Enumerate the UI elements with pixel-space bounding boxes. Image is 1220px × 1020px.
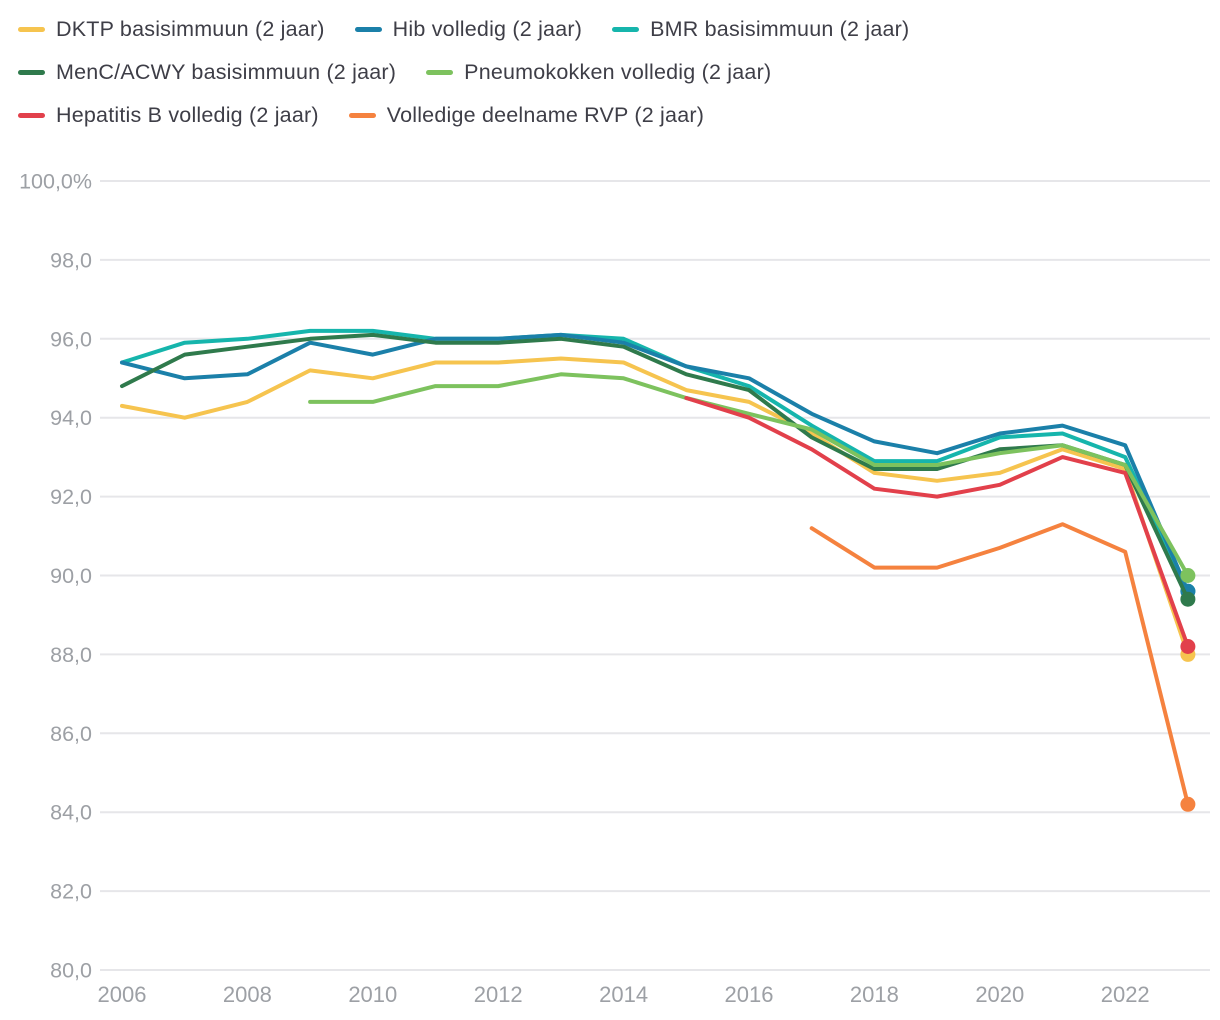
legend-swatch-icon <box>354 26 382 32</box>
x-axis-tick-label: 2012 <box>474 982 523 1007</box>
x-axis-tick-label: 2010 <box>348 982 397 1007</box>
x-axis-tick-label: 2006 <box>98 982 147 1007</box>
series-line-dktp-basisimmuun-2-jaar[interactable] <box>120 356 1190 657</box>
legend-swatch-icon <box>18 26 45 32</box>
legend-swatch-icon <box>18 69 45 75</box>
legend-swatch-icon <box>612 26 640 32</box>
legend-label: Hib volledig (2 jaar) <box>392 17 583 41</box>
legend-swatch-icon <box>18 112 45 118</box>
legend-item-volledige-deelname-rvp-2-jaar[interactable]: Volledige deelname RVP (2 jaar) <box>348 100 705 130</box>
legend-item-pneumokokken-volledig-2-jaar[interactable]: Pneumokokken volledig (2 jaar) <box>426 57 771 87</box>
y-axis-tick-label: 98,0 <box>50 248 92 272</box>
legend-label: MenC/ACWY basisimmuun (2 jaar) <box>56 60 397 84</box>
legend-row: DKTP basisimmuun (2 jaar) Hib volledig (2… <box>18 14 909 44</box>
series-line-hib-volledig-2-jaar[interactable] <box>120 332 1190 594</box>
series-line-volledige-deelname-rvp-2-jaar[interactable] <box>809 522 1190 807</box>
legend-label: BMR basisimmuun (2 jaar) <box>650 17 910 41</box>
x-axis-tick-label: 2022 <box>1101 982 1150 1007</box>
x-axis-tick-label: 2016 <box>725 982 774 1007</box>
y-axis-tick-label: 94,0 <box>50 406 92 430</box>
legend-item-menc-acwy-basisimmuun-2-jaar[interactable]: MenC/ACWY basisimmuun (2 jaar) <box>18 57 396 87</box>
legend-item-hepatitis-b-volledig-2-jaar[interactable]: Hepatitis B volledig (2 jaar) <box>18 100 319 130</box>
y-axis-tick-label: 88,0 <box>50 643 92 667</box>
legend-label: Pneumokokken volledig (2 jaar) <box>464 60 772 84</box>
series-end-dot-menc-acwy-basisimmuun-2-jaar[interactable] <box>1180 591 1196 607</box>
series-end-dot-pneumokokken-volledig-2-jaar[interactable] <box>1180 568 1196 583</box>
y-axis-tick-label: 84,0 <box>50 801 92 825</box>
legend-item-bmr-basisimmuun-2-jaar[interactable]: BMR basisimmuun (2 jaar) <box>612 14 909 44</box>
legend-swatch-icon <box>426 69 454 75</box>
legend-row: MenC/ACWY basisimmuun (2 jaar) Pneumokokk… <box>18 57 909 87</box>
x-axis-tick-label: 2018 <box>850 982 899 1007</box>
chart-legend: DKTP basisimmuun (2 jaar) Hib volledig (2… <box>18 14 909 130</box>
legend-swatch-icon <box>348 112 376 118</box>
legend-label: DKTP basisimmuun (2 jaar) <box>56 17 325 41</box>
legend-item-dktp-basisimmuun-2-jaar[interactable]: DKTP basisimmuun (2 jaar) <box>18 14 325 44</box>
y-axis-tick-label: 82,0 <box>50 880 92 904</box>
legend-item-hib-volledig-2-jaar[interactable]: Hib volledig (2 jaar) <box>354 14 583 44</box>
legend-label: Hepatitis B volledig (2 jaar) <box>56 103 319 127</box>
y-axis-tick-label: 100,0% <box>19 170 92 194</box>
y-axis-tick-label: 90,0 <box>50 564 92 588</box>
legend-label: Volledige deelname RVP (2 jaar) <box>386 103 705 127</box>
series-line-menc-acwy-basisimmuun-2-jaar[interactable] <box>120 332 1190 602</box>
x-axis-tick-label: 2020 <box>975 982 1024 1007</box>
y-axis-tick-label: 92,0 <box>50 485 92 509</box>
legend-row: Hepatitis B volledig (2 jaar) Volledige d… <box>18 100 909 130</box>
x-axis-tick-label: 2014 <box>599 982 648 1007</box>
series-end-dot-volledige-deelname-rvp-2-jaar[interactable] <box>1180 796 1196 812</box>
y-axis-tick-label: 86,0 <box>50 722 92 746</box>
series-line-pneumokokken-volledig-2-jaar[interactable] <box>308 372 1190 578</box>
y-axis-tick-label: 80,0 <box>50 959 92 983</box>
series-line-hepatitis-b-volledig-2-jaar[interactable] <box>684 396 1190 649</box>
series-end-dot-hepatitis-b-volledig-2-jaar[interactable] <box>1180 639 1196 654</box>
y-axis-tick-label: 96,0 <box>50 327 92 351</box>
x-axis-tick-label: 2008 <box>223 982 272 1007</box>
